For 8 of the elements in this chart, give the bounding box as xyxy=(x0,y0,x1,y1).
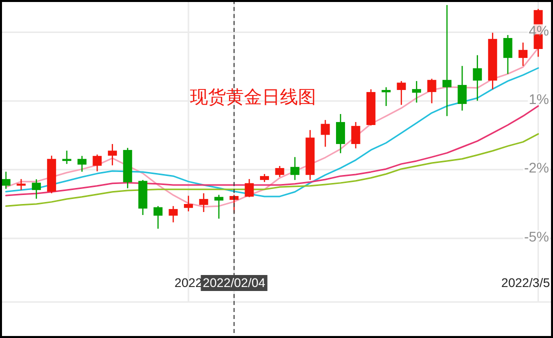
y-tick-label: -2% xyxy=(524,160,549,176)
y-tick-label: 4% xyxy=(528,22,549,38)
x-tick-label: 2022 xyxy=(174,276,202,290)
y-tick-label: 1% xyxy=(528,90,549,107)
text: 现货黄金日线图 xyxy=(190,87,316,107)
x-tick-label: 2022/3/5 xyxy=(501,276,550,290)
x-tick-label: 2022/02/04 xyxy=(202,276,266,290)
y-tick-label: -5% xyxy=(524,228,549,244)
